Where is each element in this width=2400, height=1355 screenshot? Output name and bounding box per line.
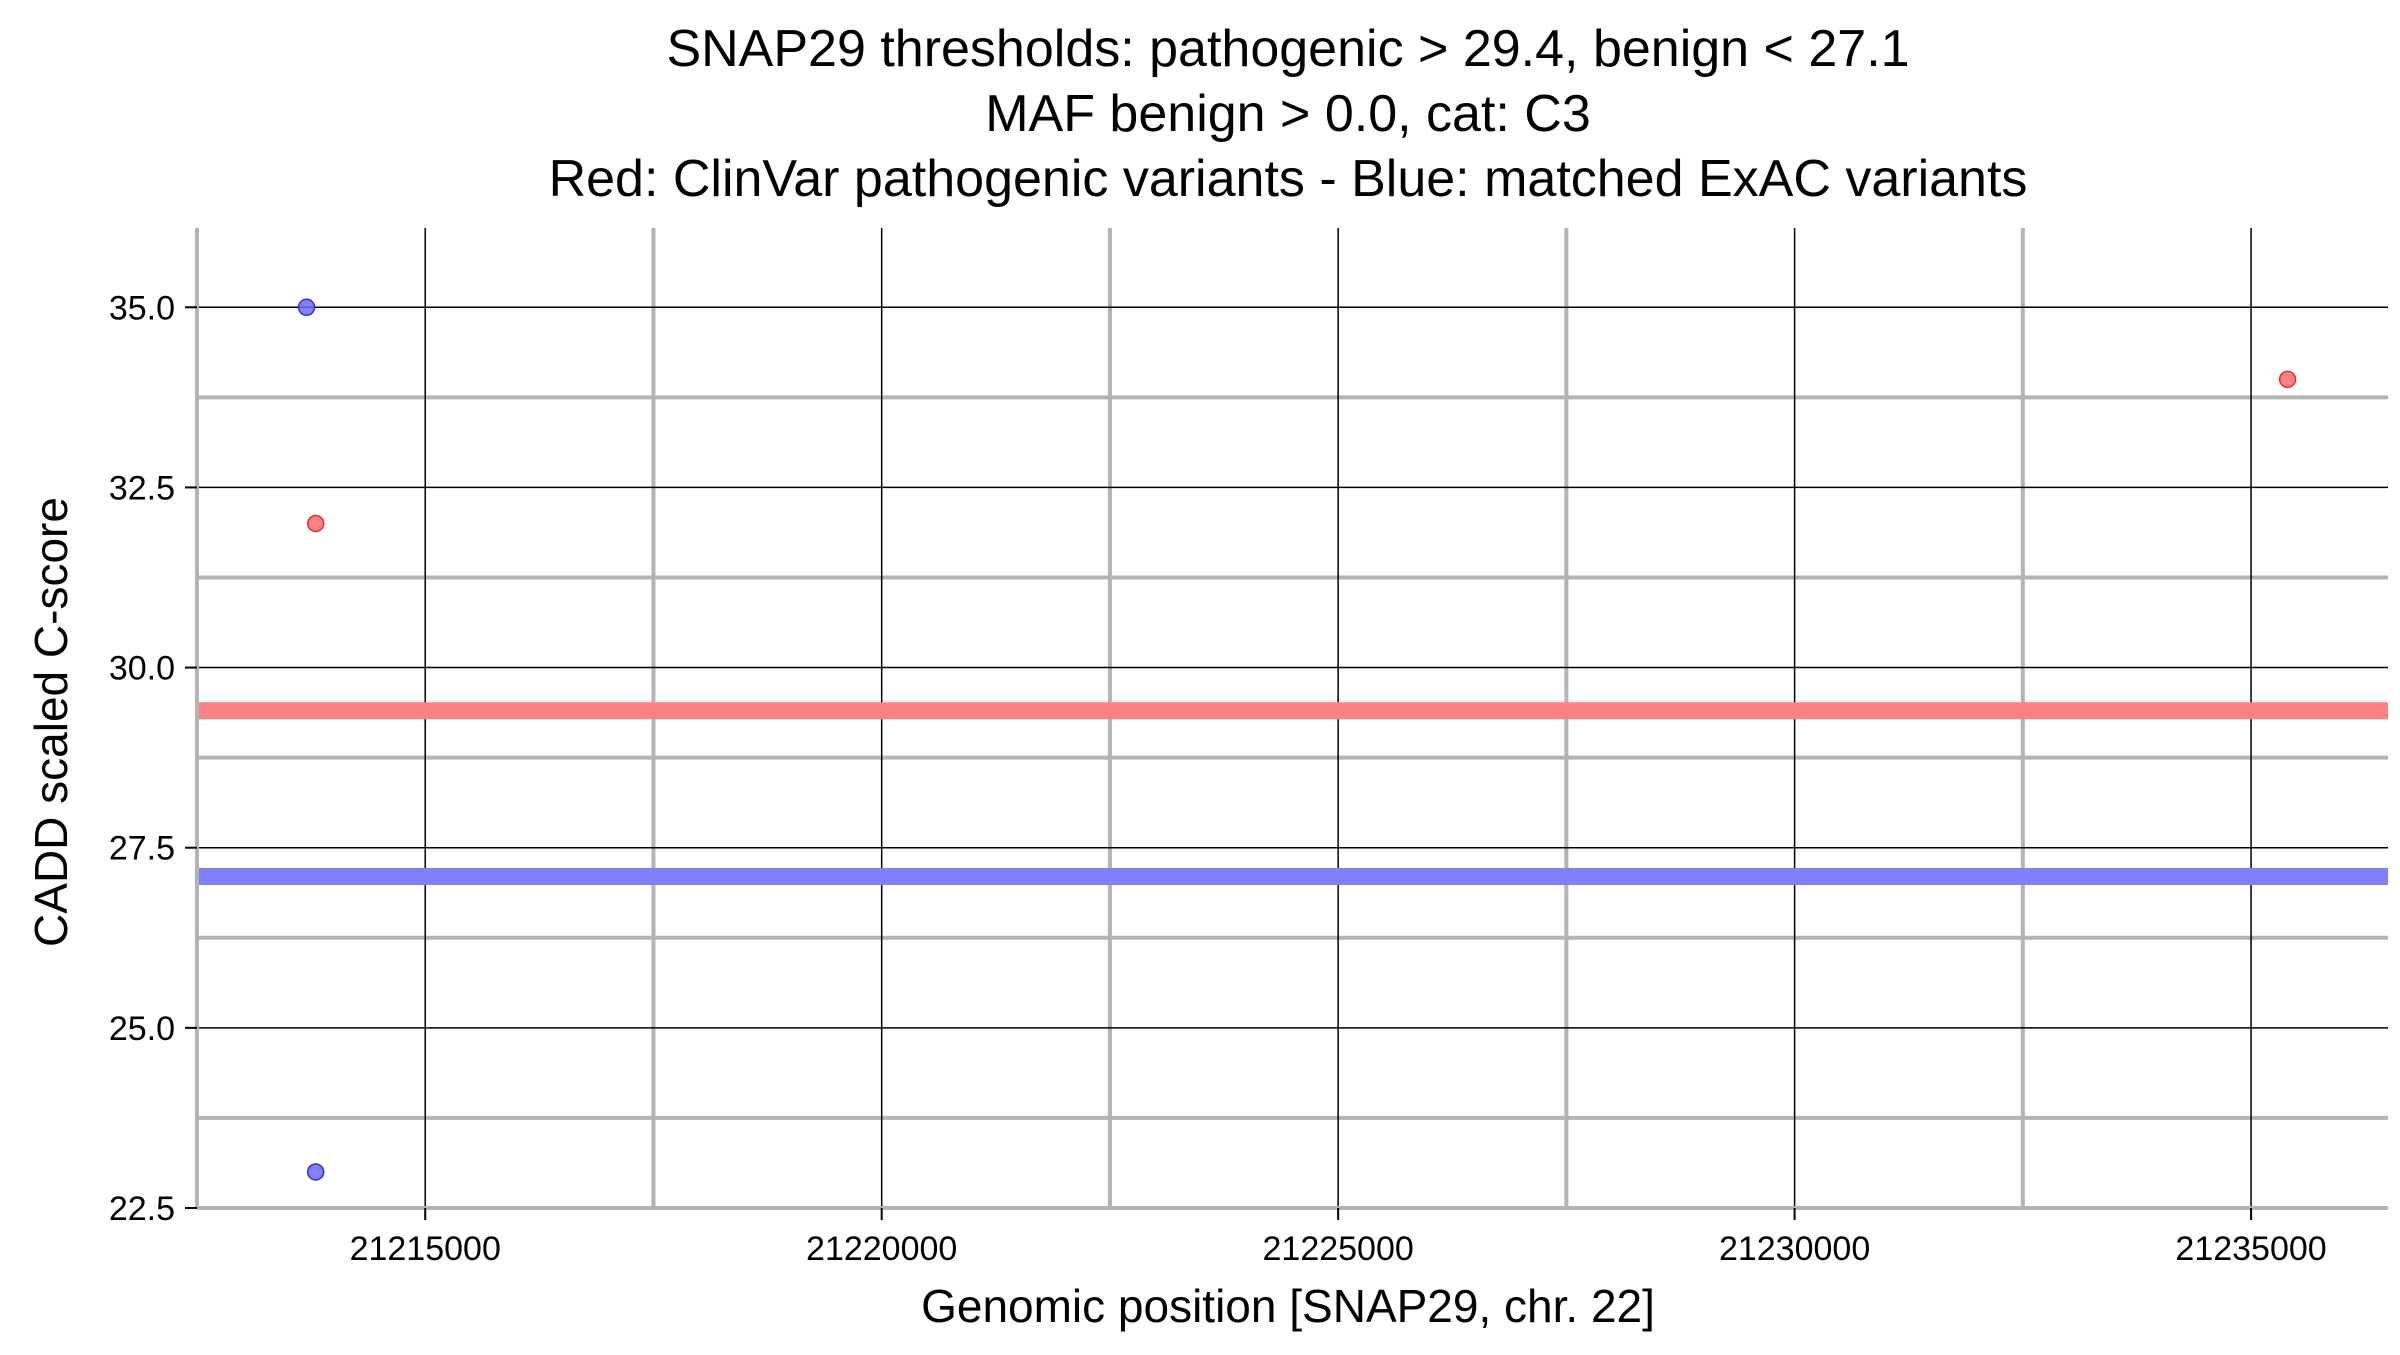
x-tick-label: 21215000: [350, 1230, 501, 1268]
y-tick-label: 25.0: [109, 1010, 175, 1048]
x-tick-label: 21230000: [1719, 1230, 1870, 1268]
chart-title: SNAP29 thresholds: pathogenic > 29.4, be…: [549, 20, 2028, 208]
y-tick-label: 22.5: [109, 1190, 175, 1228]
data-points: [297, 298, 2297, 1181]
y-tick-label: 32.5: [109, 469, 175, 507]
x-tick-label: 21235000: [2175, 1230, 2326, 1268]
title-line-1: SNAP29 thresholds: pathogenic > 29.4, be…: [666, 20, 1909, 78]
title-line-3: Red: ClinVar pathogenic variants - Blue:…: [549, 150, 2028, 208]
y-tick-label: 30.0: [109, 650, 175, 688]
threshold-lines: [197, 702, 2388, 886]
axes: 21215000 21220000 21225000 21230000 21235000…: [109, 228, 2388, 1268]
title-line-2: MAF benign > 0.0, cat: C3: [985, 85, 1591, 143]
point-matched-exac-variants: [306, 1163, 325, 1181]
y-axis-title: CADD scaled C-score: [25, 497, 77, 947]
x-axis-title: Genomic position [SNAP29, chr. 22]: [921, 1280, 1655, 1332]
y-tick-label: 27.5: [109, 830, 175, 868]
point-matched-exac-variants: [297, 298, 316, 317]
x-tick-label: 21225000: [1263, 1230, 1414, 1268]
point-clinvar-pathogenic-variants: [2278, 370, 2297, 389]
y-tick-label: 35.0: [109, 289, 175, 327]
x-tick-label: 21220000: [806, 1230, 957, 1268]
point-clinvar-pathogenic-variants: [306, 514, 325, 533]
